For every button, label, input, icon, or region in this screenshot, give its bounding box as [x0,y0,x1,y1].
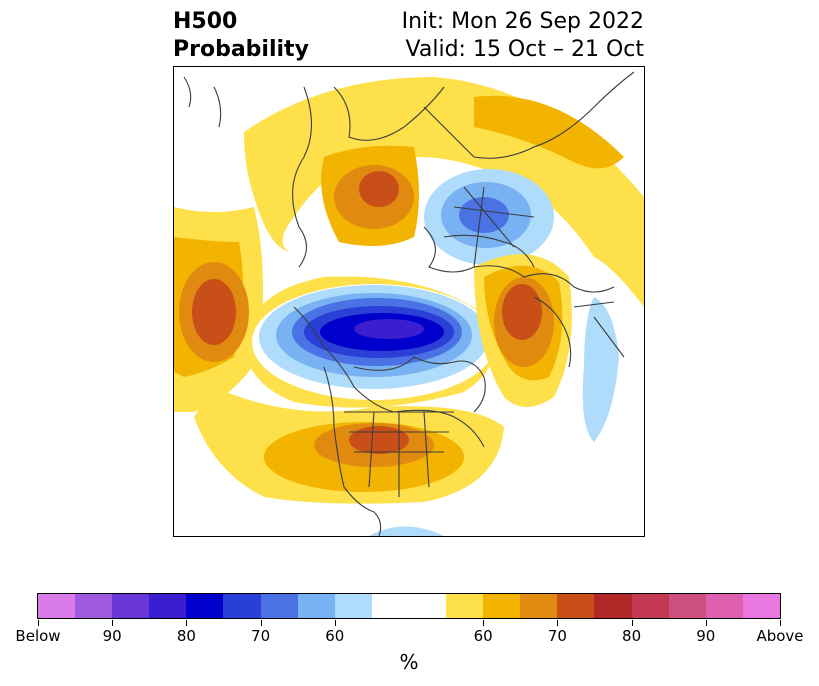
colorbar-tick-label: 60 [473,627,493,645]
above-anomaly-pacific [174,207,263,412]
colorbar-segment [334,594,372,618]
colorbar-segment [557,594,595,618]
title-type: Probability [173,37,309,62]
colorbar-tick [557,620,559,626]
below-anomaly-atlantic [582,297,619,442]
colorbar-segment [408,594,447,618]
colorbar-segment [112,594,150,618]
colorbar-segment [223,594,261,618]
colorbar-tick [334,620,336,626]
colorbar-segment [520,594,558,618]
colorbar-tick-label: 90 [696,627,716,645]
colorbar-tick-label: 80 [622,627,642,645]
colorbar-segment [38,594,76,618]
colorbar-segment [260,594,298,618]
colorbar-tick-label: 60 [325,627,345,645]
colorbar-tick [483,620,485,626]
above-anomaly-atlantic [474,254,572,407]
colorbar-tick-label: 70 [251,627,271,645]
colorbar-tick-label: 80 [176,627,196,645]
colorbar-segment [371,594,409,618]
colorbar-tick [260,620,262,626]
map-title-left: H500 Probability [173,8,309,64]
colorbar-segment [705,594,743,618]
colorbar-segment [186,594,224,618]
colorbar-segment [149,594,187,618]
init-date: Init: Mon 26 Sep 2022 [401,9,644,34]
colorbar-segment [297,594,335,618]
colorbar-tick-label: 90 [102,627,122,645]
coastlines [183,71,635,536]
below-anomaly-south [369,526,444,536]
colorbar [37,593,781,619]
colorbar-segment [446,594,484,618]
colorbar-segment [742,594,780,618]
map-title-right: Init: Mon 26 Sep 2022 Valid: 15 Oct – 21… [402,8,644,64]
colorbar-tick [705,620,707,626]
colorbar-segment [668,594,706,618]
colorbar-tick [631,620,633,626]
colorbar-unit-label: % [399,650,419,674]
colorbar-segment [483,594,521,618]
colorbar-segment [631,594,669,618]
above-anomaly-eurasia [244,77,644,307]
colorbar-tick [780,620,781,626]
probability-map [173,66,645,537]
colorbar-tick-label: 70 [547,627,567,645]
colorbar-segment [75,594,113,618]
colorbar-tick [186,620,188,626]
map-canvas [174,71,644,536]
colorbar-tick-label: Below [15,627,61,645]
colorbar-tick [112,620,114,626]
title-variable: H500 [173,9,238,34]
above-anomaly-north-america [194,387,504,504]
colorbar-segment [594,594,632,618]
below-anomaly-alaska [244,276,496,408]
colorbar-tick [38,620,39,626]
colorbar-tick-label: Above [756,627,804,645]
valid-range: Valid: 15 Oct – 21 Oct [405,37,644,62]
